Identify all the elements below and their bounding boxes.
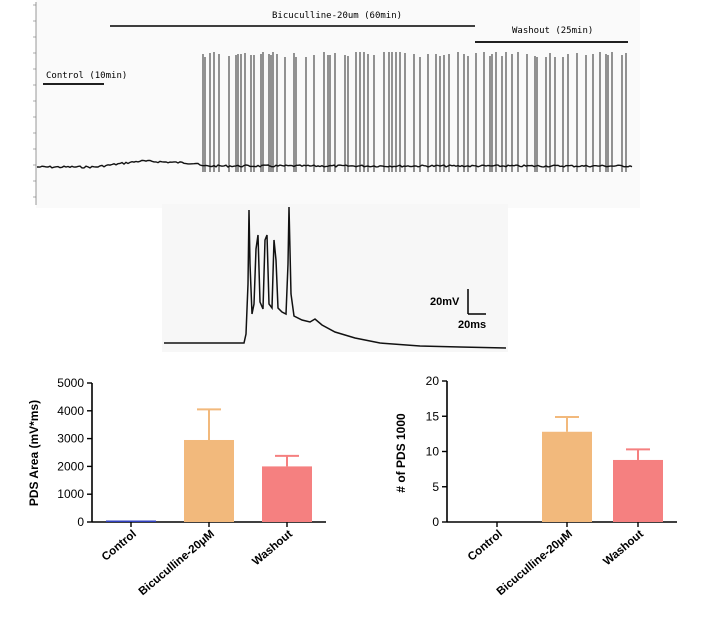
trace-panel: Control (10min) Bicuculline-20um (60min)… [0,0,640,210]
pds-waveform [164,206,507,349]
zoom-panel: 20mV 20ms [160,204,510,354]
pds-area-y-tick-label: 4000 [57,404,84,418]
pds-area-y-label: PDS Area (mV*ms) [27,400,41,506]
pds-count-y-tick-label: 20 [426,374,440,388]
pds-count-chart-svg: # of PDS 1000 0 5 10 15 20 ControlBicuculline… [394,374,677,598]
scale-label-ms: 20ms [458,319,486,331]
pds-area-y-tick-label: 2000 [57,459,84,473]
pds-count-y-tick-label: 10 [426,445,440,459]
trace-spikes [202,52,627,172]
pds-count-x-tick-label: Control [466,528,505,563]
pds-area-bar [106,520,156,522]
pds-count-chart: # of PDS 1000 0 5 10 15 20 Control Bicuculline… [365,370,705,627]
pds-count-x-tick-label: Washout [601,528,646,568]
pds-count-y-label: # of PDS 1000 [394,413,408,493]
pds-count-bar [542,431,592,522]
pds-count-bar [613,459,663,522]
pds-area-y-tick-label: 1000 [57,487,84,501]
scale-label-mv: 20mV [430,296,460,308]
zoom-figure: 20mV 20ms [162,204,508,352]
pds-area-chart-svg: PDS Area (mV*ms) 0 1000 2000 3000 4000 5000 Co… [27,376,326,598]
trace-y-ticks [33,4,36,198]
pds-area-x-tick-label: Washout [250,528,295,568]
control-period-label: Control (10min) [46,71,127,81]
pds-area-y-tick-label: 3000 [57,432,84,446]
pds-count-y-tick-label: 5 [432,480,439,494]
pds-area-bar [262,466,312,522]
pds-area-chart: PDS Area (mV*ms) 0 1000 2000 3000 4000 5000 Co… [0,370,340,627]
pds-area-x-tick-label: Control [100,528,139,563]
pds-count-y-tick-label: 0 [432,515,439,529]
trace-figure: Control (10min) Bicuculline-20um (60min)… [33,0,640,208]
pds-count-y-tick-label: 15 [426,409,440,423]
trace-baseline [37,159,633,169]
washout-period-label: Washout (25min) [512,26,593,36]
pds-area-y-tick-label: 0 [77,515,84,529]
bicuculline-period-label: Bicuculline-20um (60min) [272,11,402,21]
pds-area-y-tick-label: 5000 [57,376,84,390]
pds-area-x-tick-label: Bicuculline-20μM [137,528,217,598]
pds-area-bar [184,439,234,522]
pds-count-x-tick-label: Bicuculline-20μM [495,528,575,598]
